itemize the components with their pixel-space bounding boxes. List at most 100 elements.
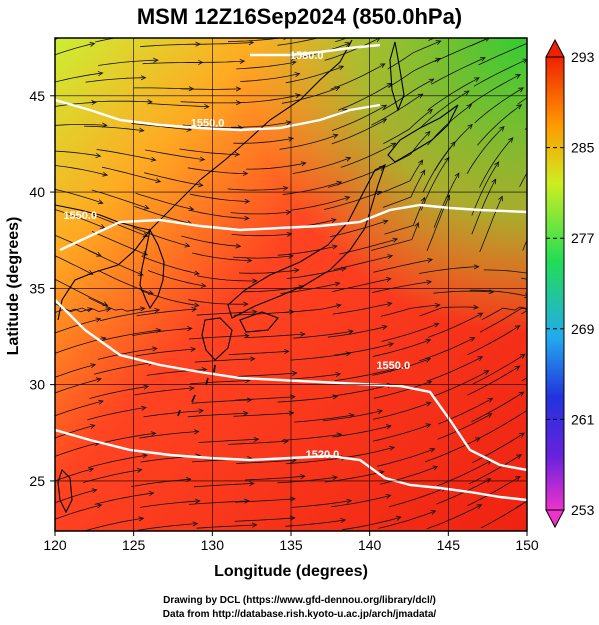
streamline-arrowhead — [300, 161, 307, 167]
colorbar-gradient — [545, 56, 565, 511]
colorbar: 293 285 277 269 261 253 — [545, 38, 595, 529]
streamline — [146, 369, 207, 376]
streamline-arrowhead — [395, 515, 402, 521]
streamline — [193, 42, 254, 45]
streamline — [377, 448, 435, 467]
streamline — [179, 148, 240, 155]
streamline-arrowhead — [193, 302, 200, 308]
streamline-arrowhead — [564, 74, 569, 78]
y-tick-label: 30 — [29, 377, 45, 393]
streamline — [468, 74, 521, 106]
streamline — [235, 498, 296, 503]
streamline-arrowhead — [98, 399, 105, 405]
streamline — [519, 172, 527, 187]
streamline-arrowhead — [204, 103, 210, 110]
streamline-arrowhead — [95, 317, 102, 323]
streamline — [147, 270, 206, 287]
streamline-arrowhead — [290, 496, 296, 502]
map-field: 1520.0 1550.0 1550.0 1550.0 1580.0 — [55, 17, 589, 531]
streamline-arrowhead — [139, 306, 146, 312]
streamline — [422, 141, 456, 193]
streamline — [473, 59, 527, 87]
streamline-arrowhead — [514, 325, 521, 331]
colorbar-tick-label: 253 — [571, 502, 595, 518]
streamline — [180, 88, 241, 90]
streamline — [339, 238, 398, 255]
x-axis-ticks: 120 125 130 135 140 145 150 — [43, 531, 539, 553]
streamline-arrowhead — [494, 161, 500, 167]
colorbar-tick-label: 277 — [571, 230, 595, 246]
streamline — [382, 78, 434, 111]
streamline — [141, 255, 200, 275]
streamline — [376, 159, 423, 195]
streamline — [290, 352, 351, 361]
streamline — [55, 468, 94, 482]
streamline — [332, 425, 392, 438]
streamline — [334, 343, 394, 356]
streamline — [145, 149, 205, 160]
streamline-arrowhead — [584, 17, 589, 21]
streamline — [91, 231, 148, 256]
streamline — [100, 309, 160, 322]
streamline — [437, 413, 492, 440]
streamline — [227, 187, 288, 191]
contour-1580 — [250, 43, 381, 57]
streamline-arrowhead — [289, 515, 296, 521]
streamline — [236, 459, 297, 464]
streamline-arrowhead — [90, 363, 97, 369]
streamline — [189, 209, 249, 219]
streamline — [424, 437, 481, 463]
streamline-arrowhead — [508, 137, 514, 143]
streamline-arrowhead — [576, 431, 581, 436]
streamline — [137, 523, 198, 531]
streamline-arrowhead — [91, 100, 97, 106]
streamline-arrowhead — [194, 270, 200, 276]
streamline — [426, 195, 450, 251]
streamline-arrowhead — [514, 476, 521, 481]
streamline — [381, 323, 439, 342]
lat-lon-grid — [55, 38, 527, 531]
streamline — [93, 362, 153, 375]
contour-1550-upper — [55, 98, 381, 132]
streamline-arrowhead — [386, 301, 393, 307]
streamline-arrowhead — [138, 516, 145, 522]
streamline-arrowhead — [95, 377, 102, 383]
streamline-arrowhead — [345, 156, 352, 162]
streamline-arrowhead — [334, 281, 341, 287]
streamline-arrowhead — [579, 487, 584, 492]
streamline-arrowhead — [155, 178, 162, 184]
streamline-arrowhead — [378, 470, 385, 476]
streamline — [371, 222, 419, 251]
streamline — [184, 60, 245, 63]
streamline — [373, 259, 433, 273]
streamline — [333, 255, 393, 270]
streamline — [55, 364, 96, 378]
streamline-arrowhead — [473, 77, 480, 83]
y-tick-label: 35 — [29, 280, 45, 296]
streamline-arrowhead — [428, 78, 435, 84]
streamline — [331, 104, 387, 131]
streamline — [420, 90, 470, 128]
streamline — [374, 38, 376, 39]
streamline-arrowhead — [282, 185, 289, 191]
streamline-arrowhead — [566, 347, 571, 351]
streamline-arrowhead — [532, 307, 537, 311]
streamline — [55, 189, 103, 204]
streamline — [234, 517, 295, 522]
y-tick-label: 45 — [29, 88, 45, 104]
streamline-arrowhead — [283, 349, 290, 355]
streamline-arrowhead — [375, 38, 381, 42]
hokkaido-coast — [387, 104, 459, 163]
streamline — [383, 131, 431, 169]
streamline-arrowhead — [539, 273, 544, 277]
streamline-arrowhead — [348, 329, 354, 335]
streamline — [331, 495, 391, 508]
streamline-arrowhead — [87, 307, 93, 313]
contour-labels: 1520.0 1550.0 1550.0 1550.0 1580.0 — [63, 50, 410, 461]
streamline-arrowhead — [143, 384, 150, 390]
streamline-arrowhead — [385, 494, 392, 499]
streamline — [479, 196, 503, 253]
streamline-arrowhead — [96, 503, 103, 509]
streamline — [427, 77, 480, 111]
streamline — [101, 329, 161, 341]
